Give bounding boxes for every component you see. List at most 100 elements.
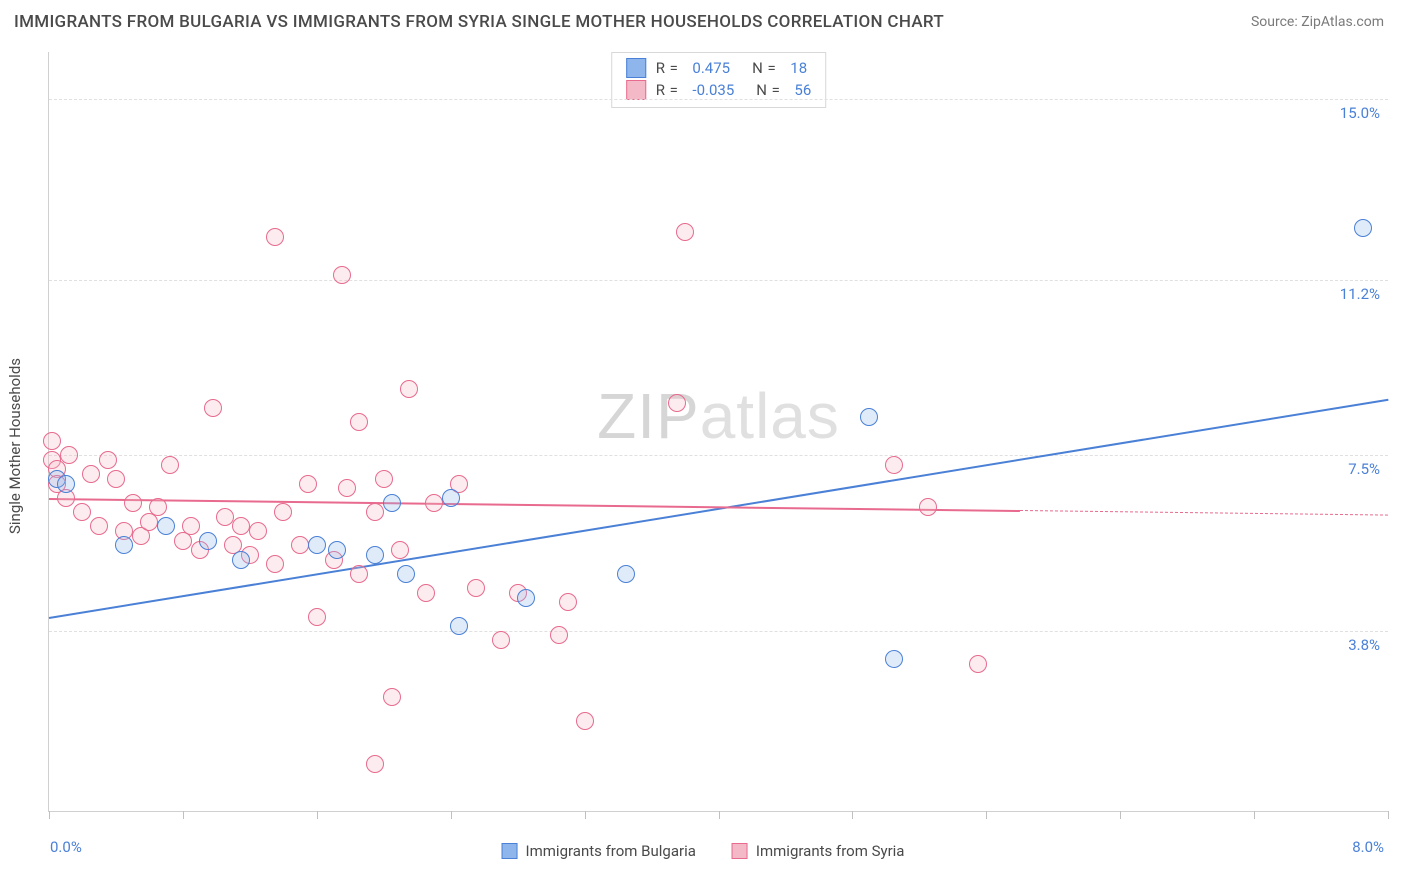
data-point-syria [216,508,234,526]
data-point-syria [417,584,435,602]
y-tick-label: 15.0% [1340,104,1380,122]
data-point-syria [550,626,568,644]
gridline [49,631,1388,632]
data-point-syria [124,494,142,512]
plot-area: ZIPatlas R = 0.475 N = 18 R = -0.035 N =… [48,52,1388,812]
stat-r-label: R = [656,57,679,79]
data-point-syria [425,494,443,512]
x-axis-min-label: 0.0% [50,838,82,856]
data-point-syria [383,688,401,706]
data-point-bulgaria [885,650,903,668]
data-point-syria [391,541,409,559]
y-tick-label: 11.2% [1340,285,1380,303]
stat-r-label: R = [656,79,679,101]
data-point-bulgaria [232,551,250,569]
data-point-syria [291,536,309,554]
data-point-syria [576,712,594,730]
data-point-syria [99,451,117,469]
gridline [49,99,1388,100]
data-point-bulgaria [1354,219,1372,237]
data-point-syria [969,655,987,673]
data-point-bulgaria [383,494,401,512]
x-tick [451,811,452,819]
data-point-syria [492,631,510,649]
data-point-syria [668,394,686,412]
data-point-syria [43,432,61,450]
data-point-bulgaria [617,565,635,583]
stat-n-syria: 56 [794,79,811,101]
trendline-syria [1020,510,1388,516]
swatch-syria [626,80,646,100]
trendline-syria [49,498,1020,512]
x-tick [1388,811,1389,819]
x-tick [585,811,586,819]
data-point-bulgaria [397,565,415,583]
chart-title: IMMIGRANTS FROM BULGARIA VS IMMIGRANTS F… [14,12,944,32]
data-point-syria [676,223,694,241]
x-tick [1120,811,1121,819]
trendline-bulgaria [49,398,1388,618]
stat-n-label: N = [752,57,776,79]
data-point-syria [308,608,326,626]
data-point-syria [338,479,356,497]
swatch-bulgaria [626,58,646,78]
data-point-syria [350,413,368,431]
swatch-syria [732,843,748,859]
data-point-bulgaria [366,546,384,564]
data-point-syria [249,522,267,540]
data-point-bulgaria [157,517,175,535]
data-point-bulgaria [442,489,460,507]
data-point-bulgaria [517,589,535,607]
legend-item-syria: Immigrants from Syria [732,842,905,860]
data-point-syria [919,498,937,516]
gridline [49,455,1388,456]
data-point-bulgaria [450,617,468,635]
x-tick [719,811,720,819]
data-point-bulgaria [308,536,326,554]
legend-item-bulgaria: Immigrants from Bulgaria [502,842,696,860]
data-point-syria [266,555,284,573]
data-point-syria [149,498,167,516]
swatch-bulgaria [502,843,518,859]
x-tick [986,811,987,819]
data-point-syria [375,470,393,488]
data-point-syria [274,503,292,521]
legend-series: Immigrants from Bulgaria Immigrants from… [502,842,905,860]
data-point-syria [366,755,384,773]
data-point-syria [350,565,368,583]
source-label: Source: ZipAtlas.com [1251,14,1384,30]
stat-n-label: N = [756,79,780,101]
x-tick [1254,811,1255,819]
x-axis-max-label: 8.0% [1352,838,1384,856]
x-tick [852,811,853,819]
y-tick-label: 3.8% [1348,636,1380,654]
watermark-zip: ZIP [597,380,700,452]
legend-stats-row-bulgaria: R = 0.475 N = 18 [626,57,812,79]
legend-label-bulgaria: Immigrants from Bulgaria [526,842,696,860]
data-point-syria [333,266,351,284]
data-point-syria [232,517,250,535]
data-point-bulgaria [115,536,133,554]
y-axis-label: Single Mother Households [6,358,24,534]
data-point-syria [60,446,78,464]
data-point-syria [204,399,222,417]
data-point-syria [73,503,91,521]
data-point-syria [366,503,384,521]
data-point-syria [161,456,179,474]
watermark-atlas: atlas [700,380,840,452]
data-point-bulgaria [57,475,75,493]
x-tick [49,811,50,819]
data-point-syria [559,593,577,611]
legend-stats-row-syria: R = -0.035 N = 56 [626,79,812,101]
data-point-bulgaria [199,532,217,550]
stat-r-bulgaria: 0.475 [692,57,730,79]
data-point-syria [90,517,108,535]
data-point-syria [266,228,284,246]
legend-label-syria: Immigrants from Syria [756,842,905,860]
data-point-syria [467,579,485,597]
stat-n-bulgaria: 18 [790,57,807,79]
x-tick [317,811,318,819]
data-point-syria [400,380,418,398]
gridline [49,280,1388,281]
data-point-syria [299,475,317,493]
